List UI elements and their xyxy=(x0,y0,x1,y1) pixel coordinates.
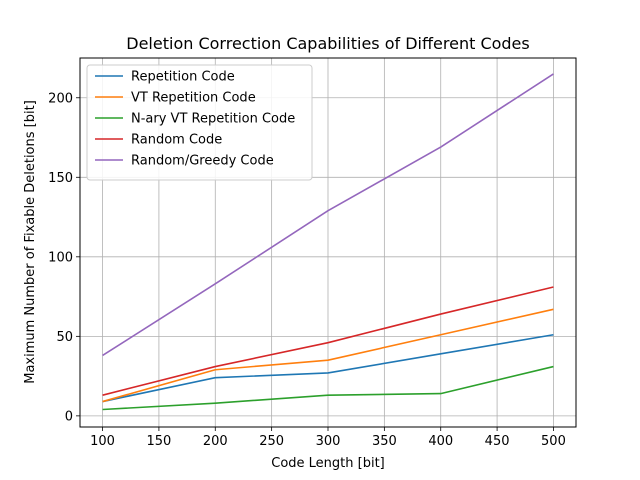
x-tick-label: 100 xyxy=(90,434,115,449)
x-tick-label: 300 xyxy=(316,434,341,449)
y-tick-label: 100 xyxy=(48,250,73,265)
axis-ticks: 100 150 200 250 300 350 400 450 500 0 50 100 150 200 xyxy=(48,91,566,449)
x-tick-label: 450 xyxy=(485,434,510,449)
legend-label-1: VT Repetition Code xyxy=(131,91,256,106)
series-line-4 xyxy=(102,73,554,357)
series-lines xyxy=(102,73,554,411)
x-tick-label: 350 xyxy=(372,434,397,449)
x-tick-label: 150 xyxy=(146,434,171,449)
y-tick-label: 150 xyxy=(48,171,73,186)
x-tick-label: 200 xyxy=(203,434,228,449)
legend: Repetition Code VT Repetition Code N-ary V… xyxy=(86,64,313,181)
legend-label-4: Random/Greedy Code xyxy=(131,154,274,169)
x-tick-label: 500 xyxy=(541,434,566,449)
y-tick-label: 200 xyxy=(48,91,73,106)
y-tick-label: 0 xyxy=(65,409,73,424)
grid xyxy=(80,58,576,427)
series-line-1 xyxy=(102,308,554,403)
x-axis-label: Code Length [bit] xyxy=(271,456,385,471)
series-line-0 xyxy=(102,333,554,403)
legend-label-2: N-ary VT Repetition Code xyxy=(131,112,295,127)
series-line-2 xyxy=(102,365,554,411)
y-tick-label: 50 xyxy=(56,330,73,345)
chart-title: Deletion Correction Capabilities of Diff… xyxy=(126,34,529,53)
x-tick-label: 400 xyxy=(428,434,453,449)
legend-label-0: Repetition Code xyxy=(131,70,235,85)
legend-label-3: Random Code xyxy=(131,133,222,148)
series-line-3 xyxy=(102,286,554,396)
y-axis-label: Maximum Number of Fixable Deletions [bit… xyxy=(23,100,38,384)
legend-box xyxy=(86,64,313,181)
x-tick-label: 250 xyxy=(259,434,284,449)
